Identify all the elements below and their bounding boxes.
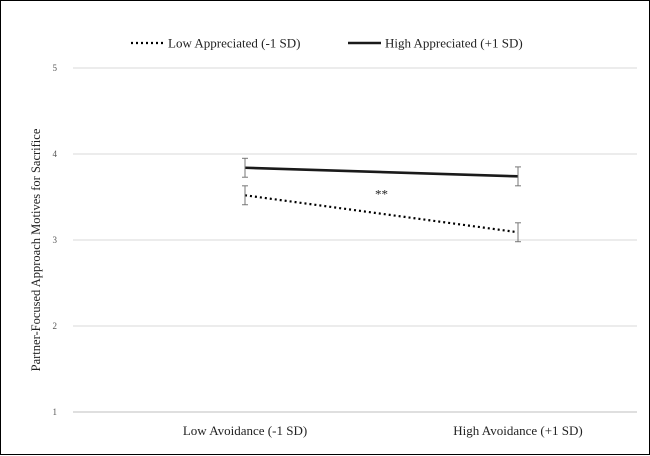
series-line-2	[244, 166, 519, 178]
error-bar-2-2	[515, 166, 521, 187]
legend-item-2: High Appreciated (+1 SD)	[348, 36, 523, 51]
gridlines	[73, 67, 637, 327]
x-category-label-2: High Avoidance (+1 SD)	[453, 423, 583, 438]
error-bar-2-1	[242, 157, 248, 178]
x-category-label-1: Low Avoidance (-1 SD)	[183, 423, 307, 438]
significance-annotation: **	[375, 187, 388, 202]
x-axis-categories: Low Avoidance (-1 SD) High Avoidance (+1 …	[183, 423, 583, 438]
series-2	[242, 157, 521, 187]
y-tick-label-2: 2	[53, 321, 58, 331]
legend: Low Appreciated (-1 SD) High Appreciated …	[131, 36, 523, 51]
annotations: **	[375, 187, 388, 202]
y-axis-ticks: 1 2 3 4 5	[53, 63, 58, 417]
series-layer	[242, 157, 521, 243]
legend-label-2: High Appreciated (+1 SD)	[385, 36, 523, 51]
legend-item-1: Low Appreciated (-1 SD)	[131, 36, 301, 51]
series-line-1	[244, 194, 519, 234]
y-tick-label-1: 1	[53, 407, 58, 417]
y-tick-label-5: 5	[53, 63, 58, 73]
error-bar-1-1	[242, 185, 248, 206]
series-1	[242, 185, 521, 243]
legend-label-1: Low Appreciated (-1 SD)	[168, 36, 301, 51]
y-tick-label-3: 3	[53, 235, 58, 245]
error-bar-1-2	[515, 222, 521, 243]
y-tick-label-4: 4	[53, 149, 58, 159]
y-axis-label: Partner-Focused Approach Motives for Sac…	[29, 128, 43, 371]
